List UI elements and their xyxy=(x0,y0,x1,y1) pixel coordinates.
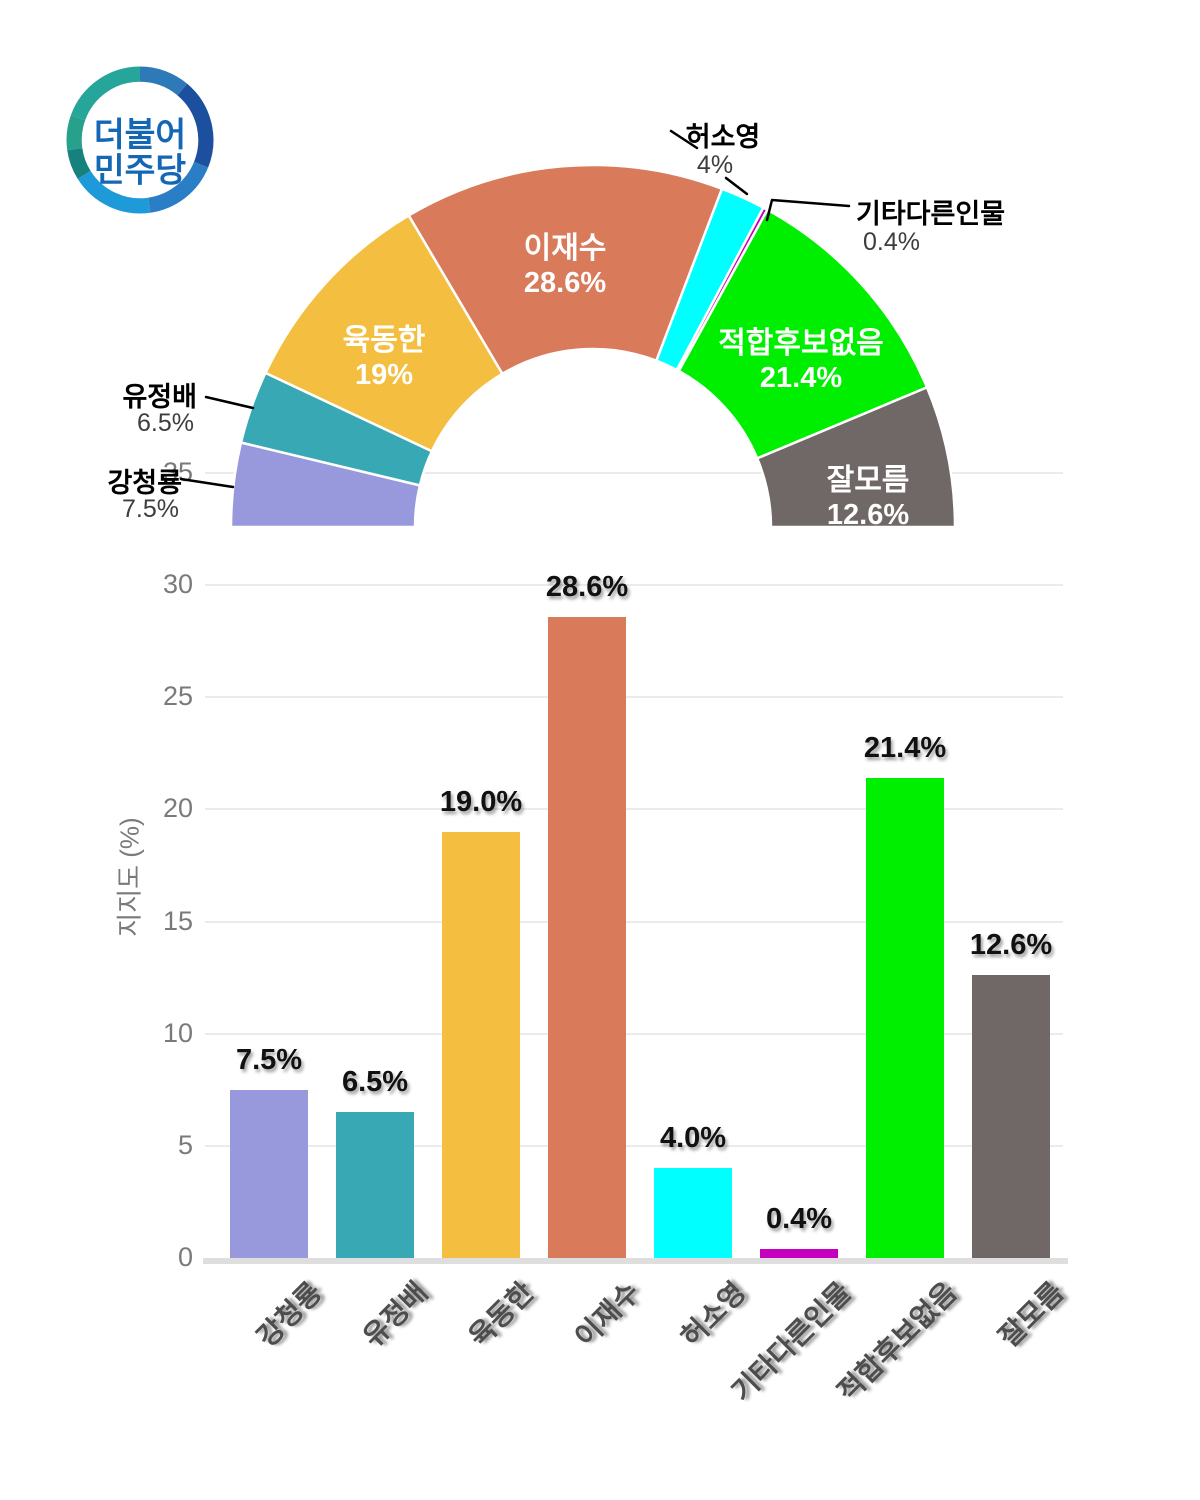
donut-callout-name: 기타다른인물 xyxy=(856,199,1005,229)
y-tick-label: 30 xyxy=(162,569,193,600)
logo-ring-segment xyxy=(77,170,151,214)
callout-leader-line xyxy=(204,395,255,410)
x-axis-line xyxy=(203,1258,1068,1264)
gridline xyxy=(205,920,1063,923)
x-tick-label: 허소영 xyxy=(674,1276,752,1353)
logo-ring-segment xyxy=(147,161,209,213)
donut-slice-value: 12.6% xyxy=(827,499,909,531)
donut-slice-name: 잘모름 xyxy=(827,464,910,497)
bar-value-label: 28.6% xyxy=(545,570,629,603)
bar xyxy=(866,778,944,1258)
bar-value-label: 21.4% xyxy=(863,732,947,765)
logo-ring-icon xyxy=(66,66,214,214)
y-tick-label: 35 xyxy=(162,457,193,487)
bar-value-label: 6.5% xyxy=(341,1066,409,1099)
bar-value-label: 19.0% xyxy=(439,785,523,818)
y-tick-label: 0 xyxy=(177,1242,193,1272)
y-tick-label: 10 xyxy=(162,1017,193,1048)
bar xyxy=(548,616,626,1258)
y-tick-label: 15 xyxy=(162,905,193,936)
bar-value-label: 12.6% xyxy=(969,929,1053,962)
bar xyxy=(230,1089,308,1258)
donut-callout-name: 허소영 xyxy=(686,122,761,152)
logo-text-line2: 민주당 xyxy=(94,153,186,190)
logo-ring-segment xyxy=(177,83,214,168)
bar xyxy=(760,1249,838,1258)
callout-leader-line xyxy=(765,198,851,222)
x-tick-label: 강청룡 xyxy=(250,1276,328,1353)
donut-callout-value: 4% xyxy=(697,151,733,179)
y-axis-title: 지지도 (%) xyxy=(114,817,145,937)
donut-slice xyxy=(755,386,957,529)
y-tick-label: 5 xyxy=(177,1129,193,1160)
gridline xyxy=(205,696,1063,699)
callout-leader-line xyxy=(724,176,749,196)
donut-slice-name: 육동한 xyxy=(343,324,426,357)
donut-slice xyxy=(677,208,929,460)
logo-ring-segment xyxy=(139,66,188,96)
gridline xyxy=(205,1032,1063,1035)
logo-ring-segment xyxy=(67,147,91,179)
gridline xyxy=(205,1144,1063,1147)
bar-value-label: 7.5% xyxy=(235,1043,303,1076)
x-tick-label: 이재수 xyxy=(568,1276,646,1353)
donut-slice-value: 21.4% xyxy=(760,362,842,394)
x-tick-label: 유정배 xyxy=(356,1276,434,1353)
callout-leader-line xyxy=(669,129,699,150)
bar xyxy=(972,975,1050,1258)
bar xyxy=(336,1112,414,1258)
party-logo: 더불어 민주당 xyxy=(66,66,214,214)
donut-slice-value: 19% xyxy=(355,359,413,391)
donut-callout-value: 6.5% xyxy=(137,409,194,437)
x-tick-label: 잘모름 xyxy=(992,1276,1070,1353)
donut-slice xyxy=(407,163,724,376)
logo-ring-segment xyxy=(70,66,141,121)
bar-value-label: 0.4% xyxy=(765,1203,833,1236)
donut-callout-value: 7.5% xyxy=(122,495,179,523)
donut-slice-name: 적합후보없음 xyxy=(718,327,884,360)
y-tick-label: 25 xyxy=(162,681,193,712)
bar-value-label: 4.0% xyxy=(659,1122,727,1155)
donut-callout-name: 유정배 xyxy=(122,382,197,412)
donut-callout-value: 0.4% xyxy=(863,228,920,256)
donut-callout-name: 강청룡 xyxy=(107,468,182,498)
callout-leader-line xyxy=(179,477,235,489)
donut-slice-value: 28.6% xyxy=(524,267,606,299)
x-tick-label: 육동한 xyxy=(462,1276,540,1353)
y-tick-label: 20 xyxy=(162,793,193,824)
bar xyxy=(654,1168,732,1258)
bar xyxy=(442,831,520,1258)
gridline xyxy=(205,584,1063,587)
donut-slice-name: 이재수 xyxy=(524,232,607,265)
gridline xyxy=(205,472,1063,474)
gridline xyxy=(205,808,1063,811)
logo-text-line1: 더불어 xyxy=(94,117,186,154)
logo-ring-segment xyxy=(66,114,86,151)
